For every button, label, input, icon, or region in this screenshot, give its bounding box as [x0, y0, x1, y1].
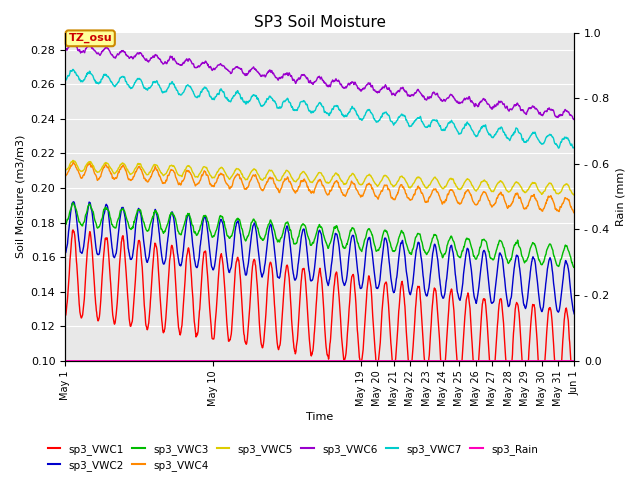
sp3_VWC7	[504, 134, 511, 140]
sp3_VWC5	[61, 168, 69, 174]
sp3_VWC3	[447, 233, 454, 239]
sp3_VWC1	[153, 247, 161, 253]
sp3_VWC1	[255, 308, 262, 313]
Line: sp3_VWC2: sp3_VWC2	[65, 202, 575, 314]
sp3_VWC5	[571, 192, 579, 198]
sp3_VWC3	[504, 257, 511, 263]
sp3_VWC7	[555, 145, 563, 151]
sp3_VWC7	[153, 78, 161, 84]
sp3_VWC5	[163, 170, 170, 176]
X-axis label: Time: Time	[306, 412, 333, 422]
sp3_VWC2	[163, 247, 170, 252]
sp3_VWC1	[571, 394, 579, 400]
sp3_Rain	[571, 358, 579, 363]
sp3_VWC6	[571, 117, 579, 122]
Title: SP3 Soil Moisture: SP3 Soil Moisture	[254, 15, 386, 30]
sp3_VWC3	[570, 264, 578, 270]
sp3_VWC4	[70, 159, 77, 165]
Line: sp3_VWC3: sp3_VWC3	[65, 203, 575, 267]
sp3_VWC5	[504, 188, 511, 193]
sp3_VWC2	[447, 243, 454, 249]
sp3_VWC2	[61, 250, 69, 256]
sp3_VWC6	[70, 41, 78, 47]
sp3_VWC2	[571, 312, 579, 317]
sp3_VWC6	[209, 68, 216, 73]
sp3_VWC6	[153, 52, 161, 58]
sp3_VWC4	[61, 173, 69, 179]
sp3_Rain	[153, 358, 161, 363]
sp3_VWC3	[69, 200, 77, 205]
sp3_VWC6	[504, 105, 511, 110]
sp3_Rain	[503, 358, 511, 363]
sp3_VWC2	[255, 252, 262, 257]
sp3_VWC5	[153, 162, 161, 168]
sp3_VWC1	[504, 375, 511, 381]
sp3_Rain	[163, 358, 170, 363]
sp3_VWC7	[571, 145, 579, 151]
sp3_VWC7	[255, 98, 262, 104]
sp3_VWC3	[153, 211, 161, 216]
sp3_VWC3	[209, 234, 216, 240]
sp3_Rain	[61, 358, 69, 363]
sp3_VWC1	[447, 288, 454, 294]
sp3_VWC5	[447, 175, 454, 181]
sp3_VWC2	[153, 212, 161, 218]
sp3_VWC3	[61, 220, 69, 226]
sp3_Rain	[255, 358, 262, 363]
sp3_VWC1	[61, 312, 69, 318]
sp3_VWC5	[209, 175, 216, 180]
sp3_VWC3	[163, 224, 170, 230]
Line: sp3_VWC4: sp3_VWC4	[65, 162, 575, 213]
sp3_VWC5	[69, 157, 77, 163]
sp3_VWC1	[209, 336, 216, 342]
sp3_VWC7	[61, 75, 69, 81]
Line: sp3_VWC7: sp3_VWC7	[65, 69, 575, 148]
Text: TZ_osu: TZ_osu	[68, 33, 112, 44]
sp3_VWC7	[447, 120, 454, 125]
sp3_VWC4	[447, 187, 454, 193]
sp3_VWC6	[570, 117, 578, 122]
Y-axis label: Rain (mm): Rain (mm)	[615, 168, 625, 226]
Line: sp3_VWC1: sp3_VWC1	[65, 230, 575, 397]
sp3_VWC7	[209, 96, 216, 102]
sp3_VWC4	[504, 205, 511, 211]
sp3_VWC4	[255, 180, 262, 186]
sp3_VWC2	[209, 265, 216, 271]
sp3_VWC4	[570, 210, 578, 216]
sp3_VWC6	[255, 70, 262, 76]
sp3_VWC7	[69, 66, 77, 72]
sp3_VWC4	[153, 167, 161, 172]
sp3_VWC6	[163, 60, 170, 66]
sp3_VWC3	[255, 229, 262, 235]
sp3_VWC1	[163, 305, 170, 311]
sp3_VWC3	[571, 264, 579, 270]
Legend: sp3_VWC1, sp3_VWC2, sp3_VWC3, sp3_VWC4, sp3_VWC5, sp3_VWC6, sp3_VWC7, sp3_Rain: sp3_VWC1, sp3_VWC2, sp3_VWC3, sp3_VWC4, …	[44, 439, 542, 475]
Line: sp3_VWC6: sp3_VWC6	[65, 44, 575, 120]
sp3_VWC4	[163, 178, 170, 184]
sp3_VWC1	[69, 227, 77, 233]
sp3_Rain	[447, 358, 454, 363]
sp3_VWC4	[209, 183, 216, 189]
sp3_VWC2	[504, 298, 511, 304]
sp3_Rain	[208, 358, 216, 363]
Line: sp3_VWC5: sp3_VWC5	[65, 160, 575, 195]
sp3_VWC4	[571, 209, 579, 215]
sp3_VWC2	[70, 199, 77, 204]
sp3_VWC5	[255, 172, 262, 178]
Y-axis label: Soil Moisture (m3/m3): Soil Moisture (m3/m3)	[15, 135, 25, 258]
sp3_VWC6	[61, 47, 69, 52]
sp3_VWC7	[163, 88, 170, 94]
sp3_VWC6	[447, 92, 454, 97]
